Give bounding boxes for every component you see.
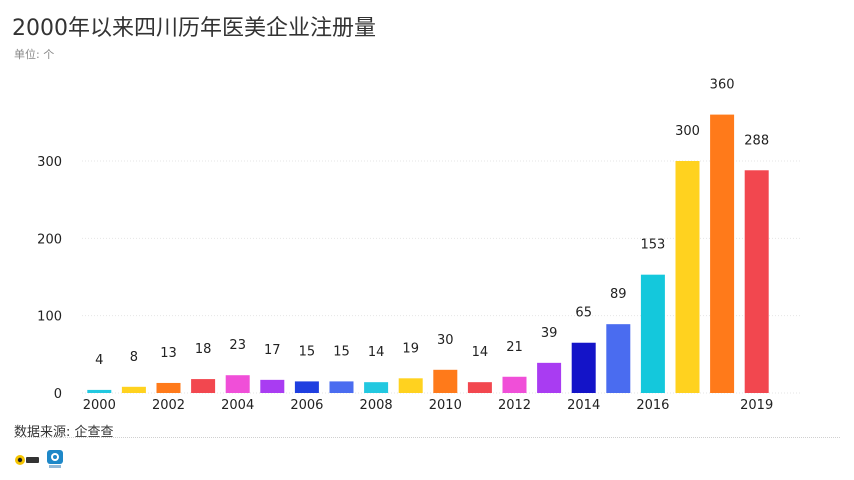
data-label-2001: 8: [130, 350, 138, 365]
x-tick-label-2019: 2019: [740, 398, 773, 413]
bar-2009: [398, 378, 423, 393]
bar-2005: [260, 379, 285, 393]
bar-2006: [294, 381, 319, 393]
data-label-2002: 13: [160, 346, 177, 361]
bar-2017: [675, 161, 700, 393]
bar-2003: [191, 379, 216, 393]
x-tick-label-2014: 2014: [567, 398, 600, 413]
chart-title: 2000年以来四川历年医美企业注册量: [12, 16, 376, 41]
source-divider: [14, 437, 840, 438]
x-tick-label-2006: 2006: [290, 398, 323, 413]
bar-2013: [537, 362, 562, 393]
y-tick-label: 200: [37, 232, 62, 247]
data-label-2007: 15: [333, 344, 350, 359]
data-labels: 4 8 13 18 23 17 15 15 14 19 30 14 21 39 65 89 153 300 360 2…: [95, 78, 769, 368]
bar-2016: [640, 274, 665, 393]
bar-2004: [225, 375, 250, 393]
data-label-2014: 65: [575, 306, 592, 321]
y-tick-label: 300: [37, 155, 62, 170]
bar-2015: [606, 324, 631, 393]
x-tick-label-2012: 2012: [498, 398, 531, 413]
data-label-2003: 18: [195, 342, 212, 357]
logo-row: [14, 448, 64, 470]
bar-2010: [433, 369, 458, 393]
y-tick-label: 0: [54, 387, 62, 402]
data-label-2004: 23: [229, 338, 246, 353]
data-label-2000: 4: [95, 353, 103, 368]
data-label-2005: 17: [264, 343, 281, 358]
data-label-2011: 14: [472, 345, 489, 360]
data-label-2017: 300: [675, 124, 700, 139]
data-label-2006: 15: [299, 344, 316, 359]
bar-2014: [571, 342, 596, 393]
bars: [87, 114, 769, 393]
data-label-2018: 360: [710, 78, 735, 93]
data-label-2012: 21: [506, 340, 523, 355]
data-label-2009: 19: [402, 341, 419, 356]
logo-icon: [15, 455, 39, 465]
y-tick-label: 100: [37, 310, 62, 325]
bar-2002: [156, 382, 181, 393]
x-tick-label-2000: 2000: [83, 398, 116, 413]
source-label: 数据来源: 企查查: [14, 425, 114, 440]
data-label-2010: 30: [437, 333, 454, 348]
bar-2018: [710, 114, 735, 393]
bar-2007: [329, 381, 354, 393]
bar-2000: [87, 389, 112, 393]
bar-2001: [121, 386, 146, 393]
x-tick-label-2010: 2010: [429, 398, 462, 413]
x-tick-label-2002: 2002: [152, 398, 185, 413]
x-axis-ticks: 2000 2002 2004 2006 2008 2010 2012 2014 2016 2019: [83, 398, 773, 413]
bar-2011: [467, 382, 492, 393]
x-tick-label-2008: 2008: [360, 398, 393, 413]
data-label-2019: 288: [744, 133, 769, 148]
data-label-2016: 153: [640, 238, 665, 253]
unit-label: 单位: 个: [14, 48, 55, 61]
x-tick-label-2004: 2004: [221, 398, 254, 413]
x-tick-label-2016: 2016: [636, 398, 669, 413]
bar-2019: [744, 170, 769, 393]
y-axis-ticks: 0 100 200 300: [37, 155, 62, 402]
qr-badge-icon: [47, 450, 63, 468]
data-label-2008: 14: [368, 345, 385, 360]
data-label-2015: 89: [610, 287, 627, 302]
bar-2012: [502, 376, 527, 393]
data-label-2013: 39: [541, 326, 558, 341]
bar-2008: [364, 382, 389, 393]
